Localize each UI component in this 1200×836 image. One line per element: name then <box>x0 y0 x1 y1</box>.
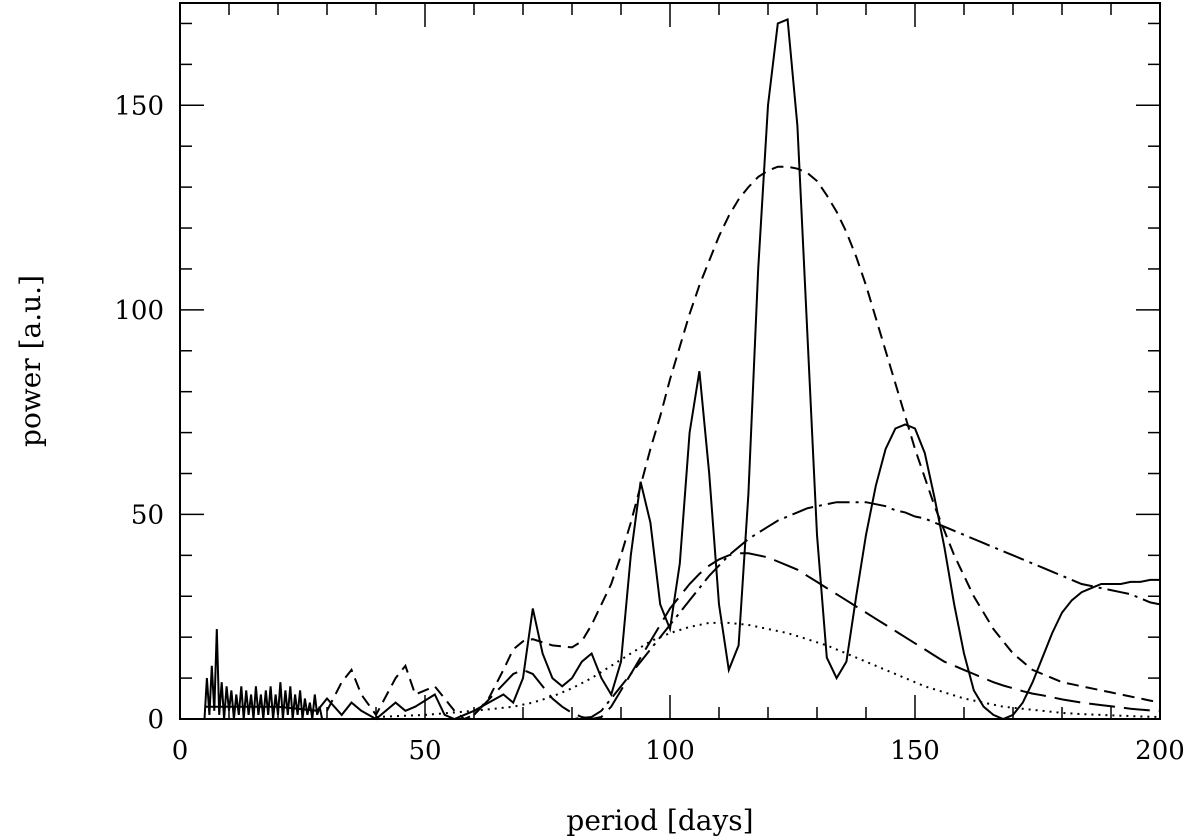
x-tick-label: 0 <box>172 736 189 766</box>
y-tick-labels: 0 50 100 150 <box>114 91 164 735</box>
y-tick-label: 0 <box>147 705 164 735</box>
series-line-solid <box>204 17 1160 721</box>
series-layer <box>203 17 1161 721</box>
minor-ticks <box>180 3 1160 719</box>
y-tick-label: 150 <box>114 91 164 121</box>
y-axis-label: power [a.u.] <box>14 275 47 447</box>
y-tick-label: 50 <box>131 500 164 530</box>
x-tick-label: 200 <box>1135 736 1185 766</box>
series-line-dotted <box>375 621 1161 718</box>
x-tick-label: 100 <box>645 736 695 766</box>
x-axis-label: period [days] <box>566 804 753 836</box>
major-ticks <box>179 3 1161 720</box>
x-tick-label: 50 <box>408 736 441 766</box>
y-tick-label: 100 <box>114 296 164 326</box>
series-line-spiky-solid <box>203 628 324 720</box>
x-tick-labels: 0 50 100 150 200 <box>172 736 1185 766</box>
x-tick-label: 150 <box>890 736 940 766</box>
plot-frame <box>179 2 1161 720</box>
series-line-dash-dot <box>547 501 1161 720</box>
series-line-long-dash <box>473 552 1161 721</box>
series-line-short-dash <box>326 165 1161 721</box>
